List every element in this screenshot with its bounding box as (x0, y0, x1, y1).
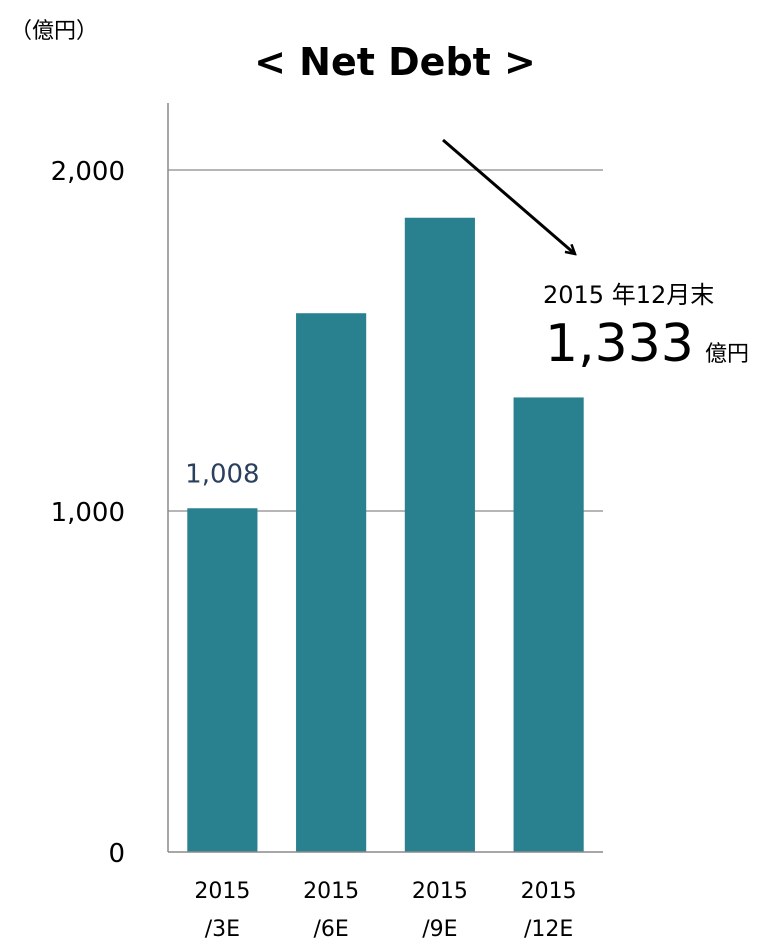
data-labels: 1,008 (185, 459, 259, 489)
x-tick-label: 2015 (303, 879, 359, 904)
x-tick-label: 2015 (521, 879, 577, 904)
y-tick-label: 1,000 (51, 498, 125, 528)
callout-date: 2015 年12月末 (543, 281, 714, 309)
callout-arrow (442, 138, 575, 254)
y-tick-labels: 0 1,000 2,000 (51, 157, 125, 869)
x-tick-labels: 2015/3E 2015/6E 2015/9E 2015/12E (194, 879, 576, 942)
y-tick-label: 2,000 (51, 157, 125, 187)
y-tick-label: 0 (108, 839, 125, 869)
x-tick-label: /12E (524, 917, 573, 942)
callout-unit: 億円 (705, 342, 749, 367)
callout-value: 1,333 (545, 314, 694, 374)
bar (404, 217, 475, 853)
bar (513, 397, 584, 852)
x-tick-label: 2015 (412, 879, 468, 904)
bars-group (187, 217, 584, 853)
x-tick-label: /6E (313, 917, 348, 942)
bar (187, 508, 258, 852)
data-label: 1,008 (185, 459, 259, 489)
chart-title: < Net Debt > (254, 40, 536, 84)
x-tick-label: 2015 (194, 879, 250, 904)
x-tick-label: /9E (422, 917, 457, 942)
x-tick-label: /3E (205, 917, 240, 942)
bar (296, 313, 367, 853)
unit-label: （億円） (10, 19, 98, 44)
